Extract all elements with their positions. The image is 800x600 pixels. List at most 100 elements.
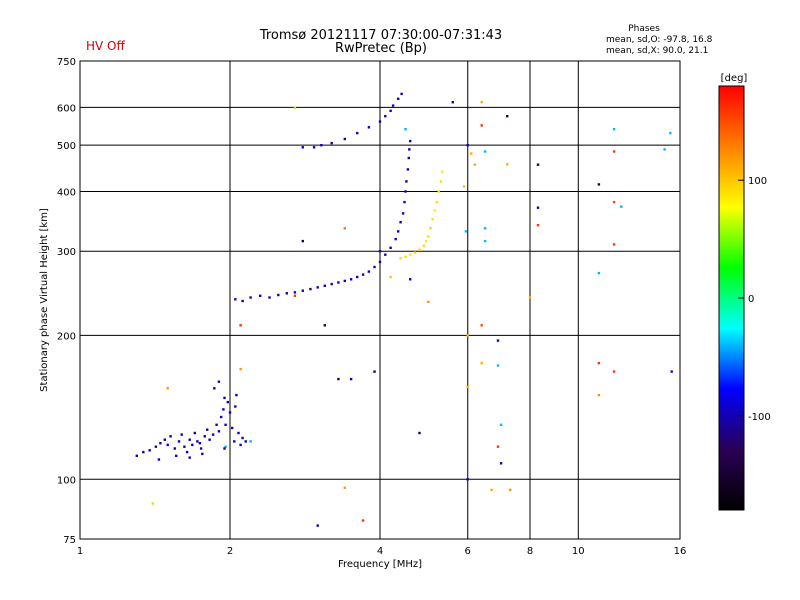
- echo-point: [480, 101, 483, 104]
- echo-point: [231, 426, 234, 430]
- echo-point: [440, 170, 444, 173]
- echo-point: [191, 443, 194, 447]
- echo-point: [429, 227, 432, 230]
- x-tick-label: 10: [572, 546, 585, 557]
- plot-frame: [79, 60, 681, 540]
- echo-point: [277, 293, 280, 297]
- y-tick-label: 400: [57, 187, 76, 198]
- echo-point: [466, 385, 469, 389]
- chart-title: Tromsø 20121117 07:30:00-07:31:43: [259, 28, 502, 43]
- echo-point: [203, 435, 206, 438]
- echo-point: [142, 450, 145, 454]
- echo-point: [378, 260, 382, 264]
- y-tick-label: 75: [63, 535, 76, 546]
- echo-point: [157, 458, 161, 461]
- echo-point: [361, 273, 365, 276]
- echo-point: [316, 524, 319, 527]
- echo-point: [208, 438, 211, 441]
- echo-point: [439, 180, 443, 183]
- echo-point: [620, 205, 623, 208]
- echo-point: [404, 255, 407, 258]
- y-axis-label: Stationary phase Virtual Height [km]: [39, 208, 50, 392]
- echo-point: [330, 141, 333, 145]
- echo-point: [470, 152, 473, 155]
- echo-point: [234, 298, 237, 301]
- echo-point: [466, 334, 469, 337]
- echo-point: [343, 137, 346, 141]
- x-tick-label: 4: [377, 546, 383, 557]
- x-axis-ticks: 1 2 4 6 8 10 16: [77, 546, 687, 557]
- echo-point: [349, 377, 353, 381]
- echo-point: [427, 235, 430, 238]
- echo-point: [239, 367, 242, 371]
- echo-point: [405, 180, 408, 183]
- echo-point: [612, 150, 616, 153]
- echo-point: [462, 185, 466, 188]
- echo-point: [323, 324, 326, 327]
- echo-point: [384, 253, 387, 256]
- echo-point: [337, 377, 340, 381]
- y-tick-label: 200: [57, 331, 76, 342]
- echo-point: [378, 250, 382, 253]
- echo-point: [330, 282, 333, 286]
- echo-point: [301, 146, 304, 149]
- echo-point: [389, 275, 392, 279]
- echo-point: [373, 370, 376, 373]
- echo-point: [389, 246, 392, 249]
- echo-point: [378, 120, 382, 123]
- echo-point: [397, 230, 400, 233]
- echo-point: [293, 106, 297, 110]
- echo-point: [400, 92, 403, 96]
- phases-x-stats: mean, sd,X: 90.0, 21.1: [606, 46, 708, 56]
- echo-point: [151, 502, 154, 505]
- phases-title: Phases: [628, 24, 660, 34]
- echo-point: [166, 443, 169, 447]
- echo-point: [597, 271, 601, 275]
- echo-point: [480, 124, 483, 127]
- chart-subtitle: RwPretec (Bp): [335, 41, 427, 56]
- echo-point: [384, 115, 387, 118]
- echo-point: [223, 447, 226, 450]
- echo-point: [536, 206, 540, 209]
- hv-status: HV Off: [86, 39, 125, 53]
- echo-point: [499, 423, 503, 426]
- x-tick-label: 2: [227, 546, 233, 557]
- echo-point: [612, 370, 616, 373]
- echo-point: [241, 436, 244, 440]
- echo-point: [220, 415, 223, 419]
- echo-point: [424, 239, 428, 243]
- echo-point: [183, 445, 186, 448]
- echo-point: [418, 248, 421, 251]
- echo-point: [506, 163, 509, 166]
- echo-point: [496, 364, 500, 367]
- echo-point: [367, 126, 371, 129]
- echo-point: [188, 438, 191, 441]
- echo-point: [612, 128, 616, 131]
- echo-point: [239, 443, 242, 447]
- echo-points: [135, 92, 673, 527]
- phase-colorbar: [deg] 100 0 -100: [718, 73, 771, 511]
- echo-point: [349, 278, 353, 281]
- echo-point: [235, 393, 238, 397]
- echo-point: [223, 396, 226, 400]
- echo-point: [612, 243, 616, 246]
- echo-point: [483, 227, 487, 230]
- echo-point: [217, 380, 221, 383]
- colorbar-tick-label: 100: [748, 176, 767, 187]
- echo-point: [193, 431, 196, 435]
- y-axis-ticks: 75 100 200 300 400 500 600 750: [57, 57, 76, 546]
- echo-point: [177, 440, 181, 443]
- echo-point: [206, 428, 209, 431]
- echo-point: [597, 393, 601, 397]
- echo-point: [217, 430, 221, 433]
- echo-point: [244, 440, 247, 443]
- echo-point: [373, 265, 376, 269]
- echo-point: [413, 251, 417, 254]
- echo-point: [175, 454, 178, 457]
- echo-point: [536, 224, 540, 227]
- echo-point: [496, 445, 500, 448]
- echo-point: [356, 275, 359, 279]
- echo-point: [409, 139, 412, 143]
- phases-o-stats: mean, sd,O: -97.8, 16.8: [606, 35, 713, 45]
- echo-point: [427, 300, 430, 304]
